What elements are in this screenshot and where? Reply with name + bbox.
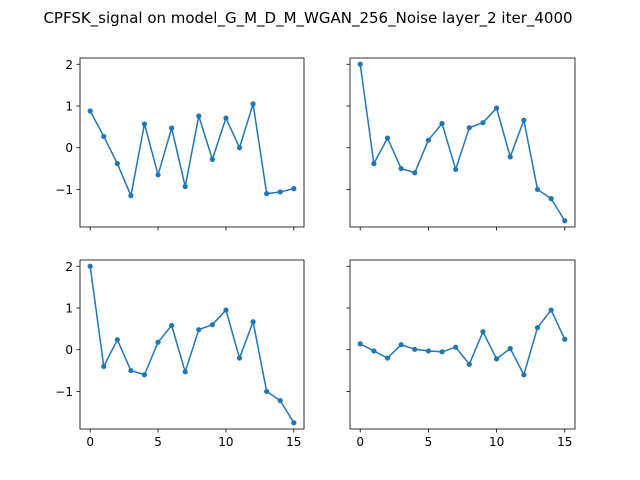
data-point xyxy=(384,355,391,361)
data-point xyxy=(371,160,377,167)
data-point xyxy=(466,125,472,131)
data-point xyxy=(493,356,500,362)
data-point xyxy=(277,189,283,195)
figure-title: CPFSK_signal on model_G_M_D_M_WGAN_256_N… xyxy=(43,9,572,28)
data-point xyxy=(466,361,472,367)
data-point xyxy=(196,327,202,333)
data-point xyxy=(182,369,188,375)
data-point xyxy=(507,154,513,160)
data-point xyxy=(507,345,513,352)
series-line xyxy=(89,266,295,424)
x-tick-label: 5 xyxy=(425,435,433,449)
data-point xyxy=(223,115,229,121)
data-point xyxy=(169,322,175,329)
data-point xyxy=(128,193,134,199)
data-point xyxy=(371,348,377,354)
data-point xyxy=(209,156,215,162)
data-point xyxy=(250,101,256,107)
data-point xyxy=(439,349,445,355)
data-point xyxy=(357,341,363,347)
series-line xyxy=(89,103,294,197)
data-point xyxy=(128,367,134,374)
data-point xyxy=(101,133,107,140)
x-tick-label: 0 xyxy=(356,435,364,449)
data-point xyxy=(398,342,404,348)
y-tick-label: 2 xyxy=(65,260,73,274)
data-point xyxy=(182,183,188,190)
data-point xyxy=(264,388,270,395)
x-tick-label: 5 xyxy=(154,435,162,449)
data-point xyxy=(155,172,161,178)
data-point xyxy=(412,170,418,176)
data-point xyxy=(534,325,541,331)
data-point xyxy=(439,120,445,127)
data-point xyxy=(480,120,486,126)
subplot-2 xyxy=(346,57,576,231)
data-point xyxy=(534,186,541,193)
data-point xyxy=(480,329,486,335)
data-point xyxy=(236,355,243,361)
series-line xyxy=(359,309,566,376)
data-point xyxy=(562,218,568,224)
y-tick-label: 2 xyxy=(65,58,73,72)
y-tick-label: 0 xyxy=(65,141,73,155)
x-tick-label: 15 xyxy=(286,435,301,449)
data-point xyxy=(169,125,175,131)
data-point xyxy=(425,348,432,354)
data-point xyxy=(250,319,256,325)
subplot-4: 0 5 10 15 xyxy=(346,259,576,449)
axes-frame xyxy=(349,57,576,228)
x-tick-label: 0 xyxy=(86,435,94,449)
x-tick-label: 10 xyxy=(489,435,504,449)
series-line xyxy=(359,64,566,222)
data-point xyxy=(562,336,568,342)
data-point xyxy=(548,196,554,202)
data-point xyxy=(291,420,297,426)
y-tick-label: 1 xyxy=(65,301,73,315)
data-point xyxy=(114,160,120,167)
data-point xyxy=(493,105,500,111)
subplot-3: 0 5 10 15 −1 0 1 2 xyxy=(55,259,305,449)
data-point xyxy=(196,113,202,119)
data-point xyxy=(155,339,161,345)
data-point xyxy=(277,398,283,404)
data-point xyxy=(453,344,459,350)
y-tick-label: 1 xyxy=(65,99,73,113)
data-point xyxy=(521,372,527,378)
data-point xyxy=(223,307,229,313)
data-point xyxy=(101,363,107,370)
y-tick-label: −1 xyxy=(55,385,73,399)
y-tick-label: 0 xyxy=(65,343,73,357)
x-tick-label: 10 xyxy=(218,435,233,449)
data-point xyxy=(291,186,297,192)
data-point xyxy=(141,372,148,378)
data-point xyxy=(398,165,404,172)
data-point xyxy=(114,337,120,343)
data-point xyxy=(209,322,215,328)
data-point xyxy=(384,135,391,141)
data-point xyxy=(453,166,459,173)
data-point xyxy=(357,61,363,67)
data-point xyxy=(548,307,554,313)
axes-frame xyxy=(79,57,305,228)
data-point xyxy=(141,121,148,127)
data-point xyxy=(425,137,432,143)
axes-frame xyxy=(79,259,305,430)
data-point xyxy=(236,145,243,151)
y-tick-label: −1 xyxy=(55,183,73,197)
data-point xyxy=(264,191,270,197)
data-point xyxy=(87,108,93,114)
data-point xyxy=(87,263,93,269)
data-point xyxy=(412,346,418,352)
subplot-1: −1 0 1 2 xyxy=(55,57,305,231)
x-tick-label: 15 xyxy=(557,435,572,449)
data-point xyxy=(521,117,527,123)
axes-frame xyxy=(349,259,576,430)
subplots-group: −1 0 1 2 0 5 10 15 −1 0 1 2 0 5 10 15 xyxy=(55,57,576,449)
